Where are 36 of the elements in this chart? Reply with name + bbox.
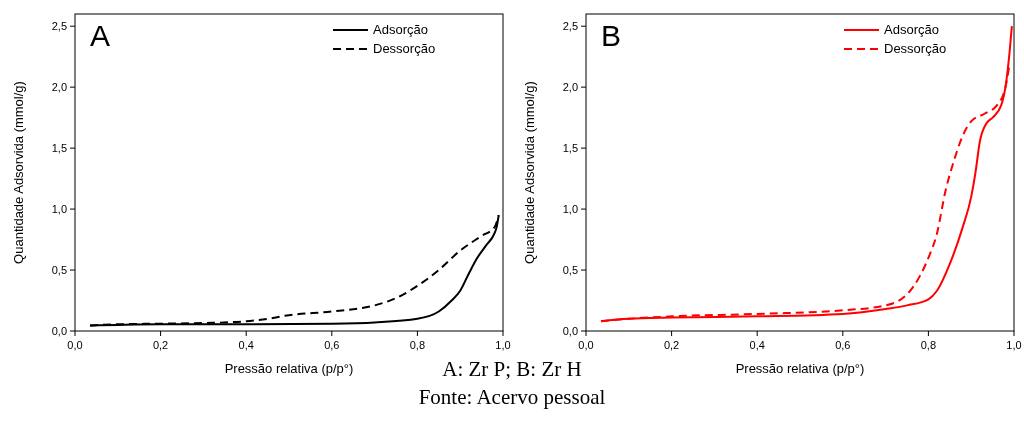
x-tick-label: 0,6	[324, 339, 340, 351]
y-tick-label: 0,0	[51, 325, 67, 337]
x-tick-label: 1,0	[495, 339, 511, 351]
y-tick-label: 1,0	[562, 203, 578, 216]
x-tick-label: 0,8	[409, 339, 426, 351]
y-tick-label: 0,5	[51, 264, 67, 277]
text: A: Zr P; B: Zr H	[442, 357, 582, 381]
y-tick-label: 1,5	[562, 142, 578, 155]
y-axis-title: Quantidade Adsorvida (mmol/g)	[522, 81, 537, 264]
y-tick-label: 0,0	[562, 325, 578, 337]
legend-label: Adsorção	[884, 22, 939, 37]
x-axis-title: Pressão relativa (p/p°)	[224, 361, 354, 376]
x-tick-label: 0,2	[152, 339, 169, 351]
y-axis-title: Quantidade Adsorvida (mmol/g)	[11, 81, 26, 264]
y-tick-label: 2,5	[562, 20, 578, 33]
x-tick-label: 0,0	[578, 339, 594, 351]
source-note: Fonte: Acervo pessoal	[418, 385, 606, 409]
legend-label: Dessorção	[373, 41, 436, 56]
x-tick-label: 0,0	[67, 339, 83, 351]
legend-label: Dessorção	[884, 41, 947, 56]
x-tick-label: 0,2	[663, 339, 680, 351]
y-tick-label: 1,5	[51, 142, 67, 155]
y-tick-label: 2,0	[51, 81, 67, 94]
y-tick-label: 2,5	[51, 20, 67, 33]
x-axis-title: Pressão relativa (p/p°)	[735, 361, 865, 376]
x-tick-label: 0,4	[749, 339, 765, 351]
y-tick-label: 2,0	[562, 81, 578, 94]
x-tick-label: 0,8	[920, 339, 937, 351]
y-tick-label: 0,5	[562, 264, 578, 277]
legend-label: Adsorção	[373, 22, 428, 37]
x-tick-label: 1,0	[1006, 339, 1022, 351]
chart-title: A	[90, 19, 111, 52]
y-tick-label: 1,0	[51, 203, 67, 216]
x-tick-label: 0,4	[238, 339, 254, 351]
chart-title: B	[601, 19, 622, 52]
x-tick-label: 0,6	[835, 339, 851, 351]
